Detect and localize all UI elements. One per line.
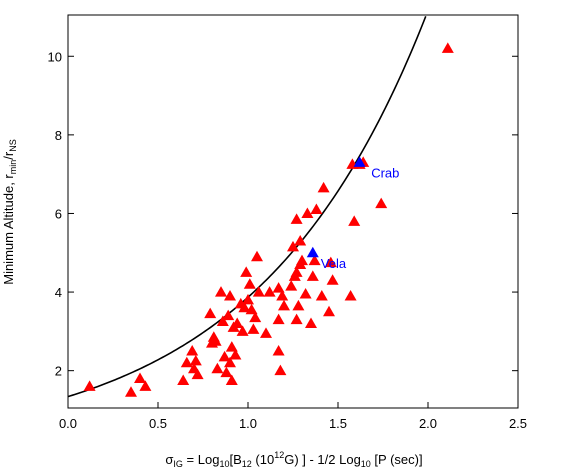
data-point <box>324 256 337 268</box>
data-point <box>209 335 222 346</box>
data-point <box>218 350 231 362</box>
annotation-label: Vela <box>321 256 347 271</box>
fit-curve <box>67 16 427 398</box>
annotation-layer: Crab Vela <box>321 165 400 270</box>
data-point <box>225 341 238 352</box>
x-axis-ticks <box>67 402 519 408</box>
data-point <box>306 270 319 281</box>
plot-frame <box>67 14 519 409</box>
data-point <box>238 301 251 313</box>
data-point <box>231 317 244 329</box>
data-point <box>317 181 330 193</box>
data-point <box>287 240 299 252</box>
data-point <box>229 348 242 360</box>
data-point <box>348 215 361 226</box>
data-point <box>308 254 321 266</box>
x-tick-label: 1.5 <box>329 416 347 431</box>
x-tick-label: 2.5 <box>509 416 527 431</box>
data-point <box>189 354 202 366</box>
data-point <box>242 293 254 305</box>
data-point <box>301 207 314 218</box>
data-point <box>263 286 276 297</box>
data-point <box>251 250 263 262</box>
data-point <box>299 288 312 299</box>
data-point <box>272 345 285 356</box>
data-point <box>222 309 235 321</box>
data-point <box>180 356 193 368</box>
data-point <box>191 368 204 380</box>
data-point <box>344 289 357 301</box>
x-axis-label: σIG = Log10[B12 (1012G) ] - 1/2 Log10 [P… <box>165 450 422 469</box>
data-point <box>177 374 190 385</box>
data-point <box>225 374 238 385</box>
data-point <box>186 345 199 356</box>
fit-curve-layer <box>67 16 427 398</box>
y-tick-label: 8 <box>55 128 62 143</box>
points-layer <box>83 42 454 397</box>
data-point <box>292 299 305 311</box>
data-point <box>375 197 388 209</box>
y-tick-label: 2 <box>55 364 62 379</box>
data-point <box>216 315 229 327</box>
data-point <box>326 274 339 285</box>
data-point <box>139 380 152 391</box>
data-point <box>305 317 317 329</box>
data-point <box>272 313 285 325</box>
highlight-point <box>353 156 366 167</box>
data-point <box>294 234 307 246</box>
x-axis-tick-labels: 0.0 0.5 1.0 1.5 2.0 2.5 <box>59 416 527 431</box>
data-point <box>83 380 96 391</box>
data-point <box>243 278 256 289</box>
y-tick-label: 4 <box>55 285 62 300</box>
data-point <box>247 323 260 334</box>
data-point <box>249 311 262 323</box>
annotation-label: Crab <box>371 165 399 180</box>
data-point <box>215 286 227 297</box>
data-point <box>276 289 289 301</box>
data-point <box>278 299 290 311</box>
data-point <box>224 289 236 301</box>
data-point <box>204 307 217 319</box>
data-point <box>290 266 303 277</box>
data-point <box>315 289 328 301</box>
y-tick-label: 10 <box>48 49 62 64</box>
x-tick-label: 0.0 <box>59 416 77 431</box>
data-point <box>441 42 454 53</box>
highlight-point <box>306 246 319 258</box>
data-point <box>240 266 253 277</box>
data-point <box>310 203 323 215</box>
data-point <box>224 356 236 368</box>
data-point <box>296 254 308 266</box>
data-point <box>285 280 298 291</box>
data-point <box>272 282 285 293</box>
x-tick-label: 1.0 <box>239 416 257 431</box>
data-point <box>252 286 265 297</box>
data-point <box>236 325 249 336</box>
y-axis-label: Minimum Altitude, rmin/rNS <box>1 139 18 285</box>
data-point <box>220 366 233 378</box>
x-tick-label: 0.5 <box>149 416 167 431</box>
data-point <box>290 313 303 325</box>
data-point <box>274 364 287 376</box>
data-point <box>260 327 272 338</box>
x-tick-label: 2.0 <box>419 416 437 431</box>
y-axis-tick-labels: 2 4 6 8 10 <box>48 49 62 378</box>
data-point <box>134 372 146 384</box>
y-tick-label: 6 <box>55 206 62 221</box>
y-axis-ticks <box>68 55 518 372</box>
data-point <box>211 362 224 374</box>
data-point <box>245 303 258 315</box>
data-point <box>125 386 137 397</box>
data-point <box>323 305 335 317</box>
data-point <box>290 213 303 224</box>
